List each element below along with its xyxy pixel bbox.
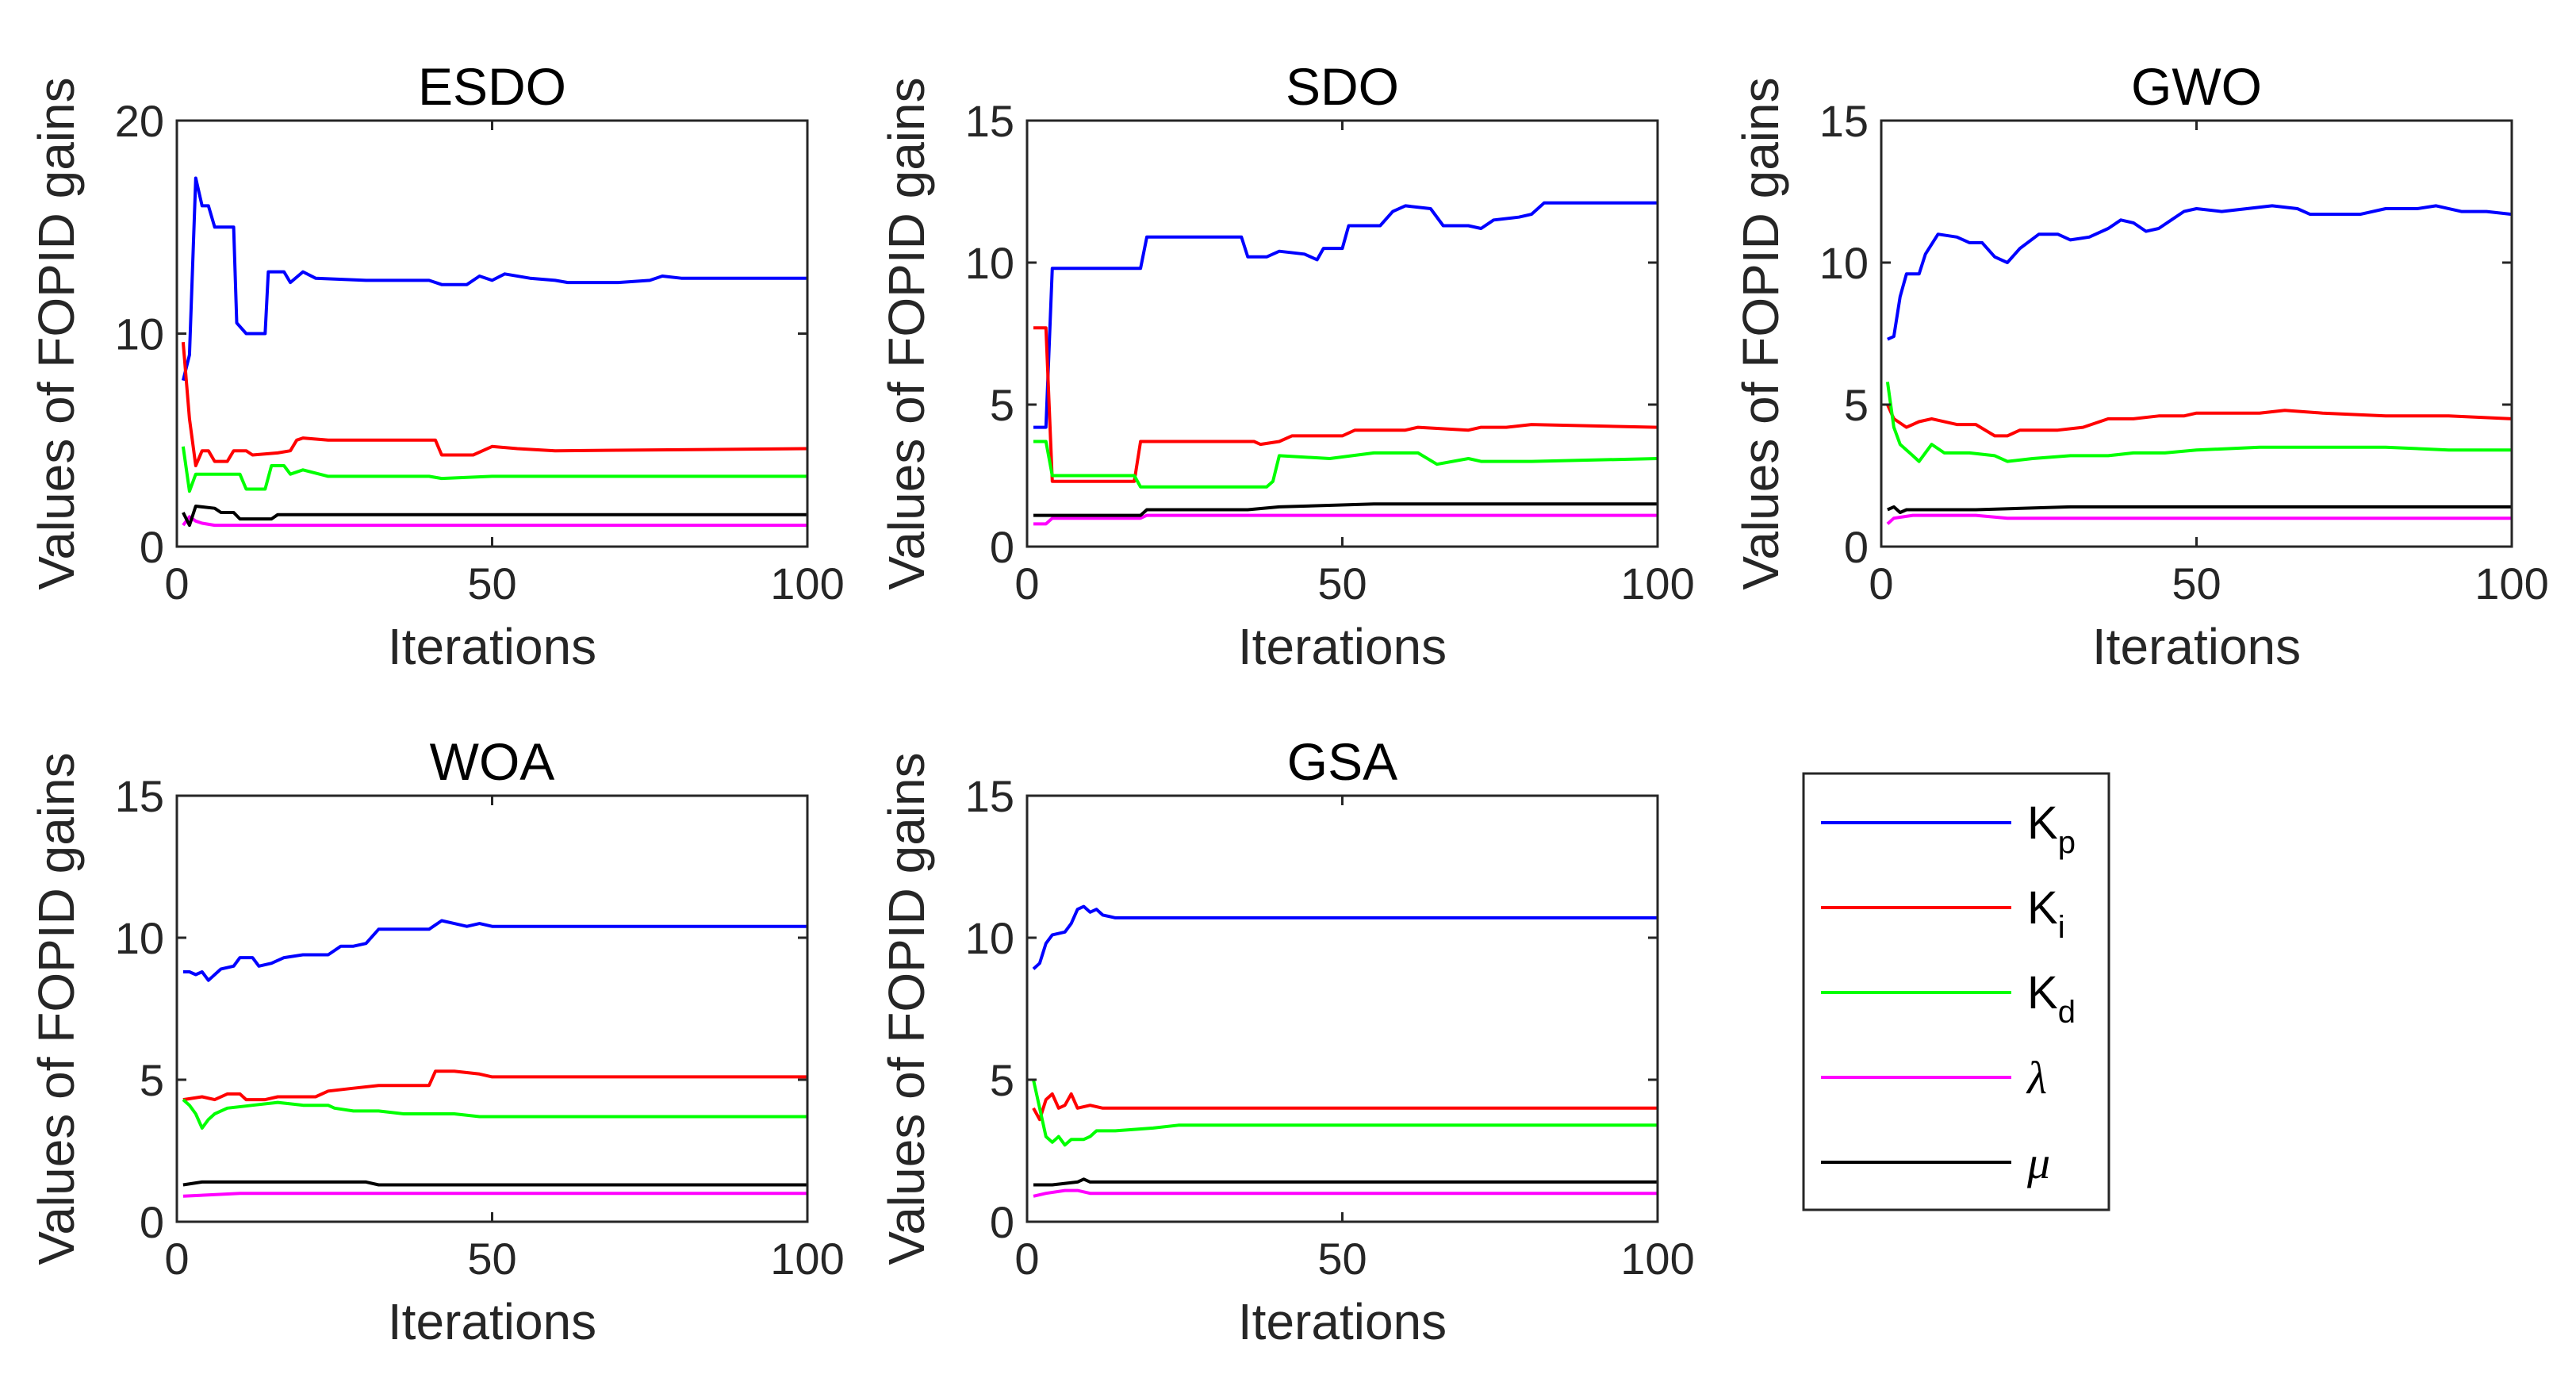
legend-entry-lambda: λ [1821, 1052, 2047, 1104]
y-tick-label: 0 [1844, 522, 1869, 572]
y-tick-label: 0 [140, 1197, 164, 1247]
series-lambda [1886, 513, 2512, 525]
y-tick-label: 20 [115, 96, 164, 146]
x-tick-label: 100 [2474, 559, 2548, 608]
y-tick-label: 10 [115, 309, 164, 359]
series-ki [1886, 404, 2512, 438]
legend-subscript: i [2058, 910, 2065, 945]
chart-title: GSA [1287, 732, 1397, 791]
y-tick-label: 15 [115, 771, 164, 821]
series-kd [1032, 1079, 1658, 1147]
series-mu [1033, 502, 1658, 517]
series-lambda [182, 1192, 807, 1198]
legend-entry-mu: μ [1821, 1137, 2050, 1188]
x-tick-label: 100 [1620, 1234, 1694, 1284]
x-tick-label: 0 [1869, 559, 1893, 608]
x-axis-label: Iterations [388, 1293, 596, 1350]
y-tick-label: 5 [1844, 380, 1869, 430]
y-axis-label: Values of FOPID gains [28, 752, 85, 1265]
series-ki [1032, 1092, 1658, 1122]
chart-esdo: 0 50 100 0 10 20 ESDO Iterations Values of FOPID… [28, 57, 845, 675]
series-lambda [1033, 513, 1658, 526]
series-mu [182, 505, 807, 528]
y-tick-label: 15 [965, 771, 1014, 821]
series-kd [181, 446, 807, 493]
y-tick-label: 10 [115, 913, 164, 963]
series-kd [1885, 382, 2512, 463]
y-axis-label: Values of FOPID gains [878, 752, 935, 1265]
chart-title: GWO [2131, 57, 2262, 116]
chart-title: ESDO [418, 57, 566, 116]
series-kd [1033, 440, 1658, 489]
y-tick-label: 5 [990, 1055, 1014, 1105]
series-mu [1887, 505, 2512, 514]
series-kp [182, 919, 807, 982]
y-tick-label: 0 [140, 522, 164, 572]
y-tick-label: 15 [965, 96, 1014, 146]
legend-label: λ [2026, 1052, 2047, 1104]
series-lambda [1033, 1188, 1658, 1198]
series-mu [1033, 1177, 1658, 1187]
x-tick-label: 0 [1014, 1234, 1039, 1284]
chart-gsa: 0 50 100 0 5 10 15 GSA Iterations Values of FOPID… [878, 732, 1695, 1350]
x-tick-label: 50 [467, 1234, 516, 1284]
x-tick-label: 50 [467, 559, 516, 608]
chart-sdo: 0 50 100 0 5 10 15 SDO Iterations Values of FOPID… [878, 57, 1695, 675]
chart-title: SDO [1286, 57, 1399, 116]
x-tick-label: 50 [2172, 559, 2221, 608]
series-kd [182, 1098, 807, 1130]
chart-woa: 0 50 100 0 5 10 15 WOA Iterations Values of FOPID… [28, 732, 845, 1350]
legend-subscript: d [2058, 995, 2076, 1030]
x-axis-label: Iterations [388, 618, 596, 675]
x-tick-label: 100 [770, 1234, 844, 1284]
x-tick-label: 100 [1620, 559, 1694, 608]
y-tick-label: 5 [990, 380, 1014, 430]
series-mu [182, 1180, 807, 1187]
y-tick-label: 5 [140, 1055, 164, 1105]
series-kp [1033, 201, 1658, 429]
y-tick-label: 10 [965, 238, 1014, 288]
legend-label: μ [2026, 1137, 2050, 1188]
series-kp [1032, 904, 1658, 970]
series-lambda [182, 515, 807, 528]
chart-gwo: 0 50 100 0 5 10 15 GWO Iterations Values of FOPID… [1732, 57, 2549, 675]
y-axis-label: Values of FOPID gains [1732, 77, 1789, 589]
x-tick-label: 0 [164, 559, 189, 608]
series-ki [182, 1069, 807, 1102]
x-axis-label: Iterations [1238, 618, 1447, 675]
series-ki [181, 342, 807, 467]
series-kp [1887, 204, 2512, 341]
series-ki [1033, 326, 1658, 483]
y-axis-label: Values of FOPID gains [878, 77, 935, 589]
x-tick-label: 50 [1317, 559, 1367, 608]
y-axis-label: Values of FOPID gains [28, 77, 85, 589]
x-axis-label: Iterations [2092, 618, 2301, 675]
x-tick-label: 0 [1014, 559, 1039, 608]
legend-entry-kd: Kd [1821, 967, 2076, 1030]
y-tick-label: 15 [1819, 96, 1869, 146]
x-tick-label: 100 [770, 559, 844, 608]
y-tick-label: 0 [990, 522, 1014, 572]
x-tick-label: 0 [164, 1234, 189, 1284]
x-tick-label: 50 [1317, 1234, 1367, 1284]
y-tick-label: 10 [1819, 238, 1869, 288]
series-kp [181, 176, 807, 382]
x-axis-label: Iterations [1238, 1293, 1447, 1350]
y-tick-label: 0 [990, 1197, 1014, 1247]
legend-subscript: p [2058, 825, 2076, 860]
y-tick-label: 10 [965, 913, 1014, 963]
chart-title: WOA [430, 732, 555, 791]
